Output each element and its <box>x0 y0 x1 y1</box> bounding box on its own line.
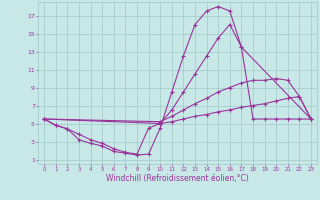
X-axis label: Windchill (Refroidissement éolien,°C): Windchill (Refroidissement éolien,°C) <box>106 174 249 183</box>
